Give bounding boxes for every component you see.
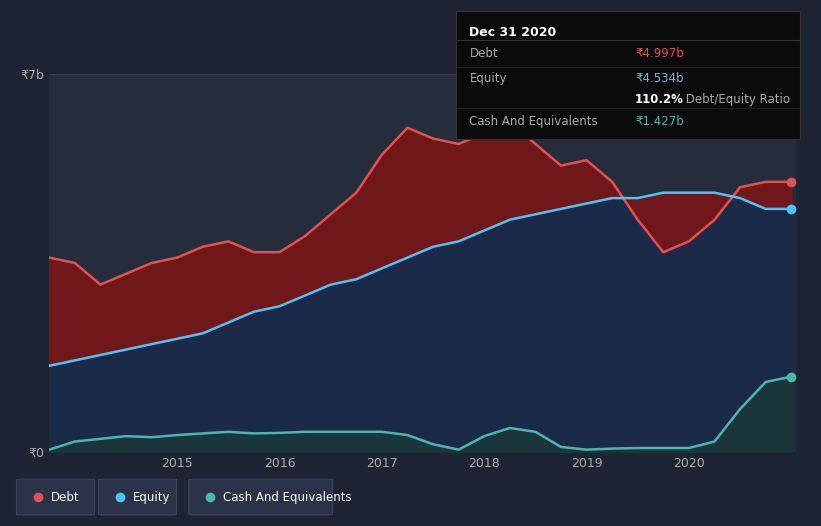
Text: Equity: Equity [133, 491, 171, 503]
FancyBboxPatch shape [189, 479, 333, 515]
Text: Debt: Debt [470, 47, 498, 59]
FancyBboxPatch shape [16, 479, 94, 515]
Text: Debt/Equity Ratio: Debt/Equity Ratio [681, 93, 790, 106]
Text: Cash And Equivalents: Cash And Equivalents [223, 491, 352, 503]
Text: 110.2%: 110.2% [635, 93, 684, 106]
Text: ₹1.427b: ₹1.427b [635, 115, 684, 128]
FancyBboxPatch shape [99, 479, 177, 515]
Text: Debt: Debt [51, 491, 80, 503]
Text: ₹4.997b: ₹4.997b [635, 47, 684, 59]
Text: ₹4.534b: ₹4.534b [635, 73, 683, 85]
Text: Dec 31 2020: Dec 31 2020 [470, 26, 557, 39]
Text: Equity: Equity [470, 73, 507, 85]
Text: Cash And Equivalents: Cash And Equivalents [470, 115, 598, 128]
